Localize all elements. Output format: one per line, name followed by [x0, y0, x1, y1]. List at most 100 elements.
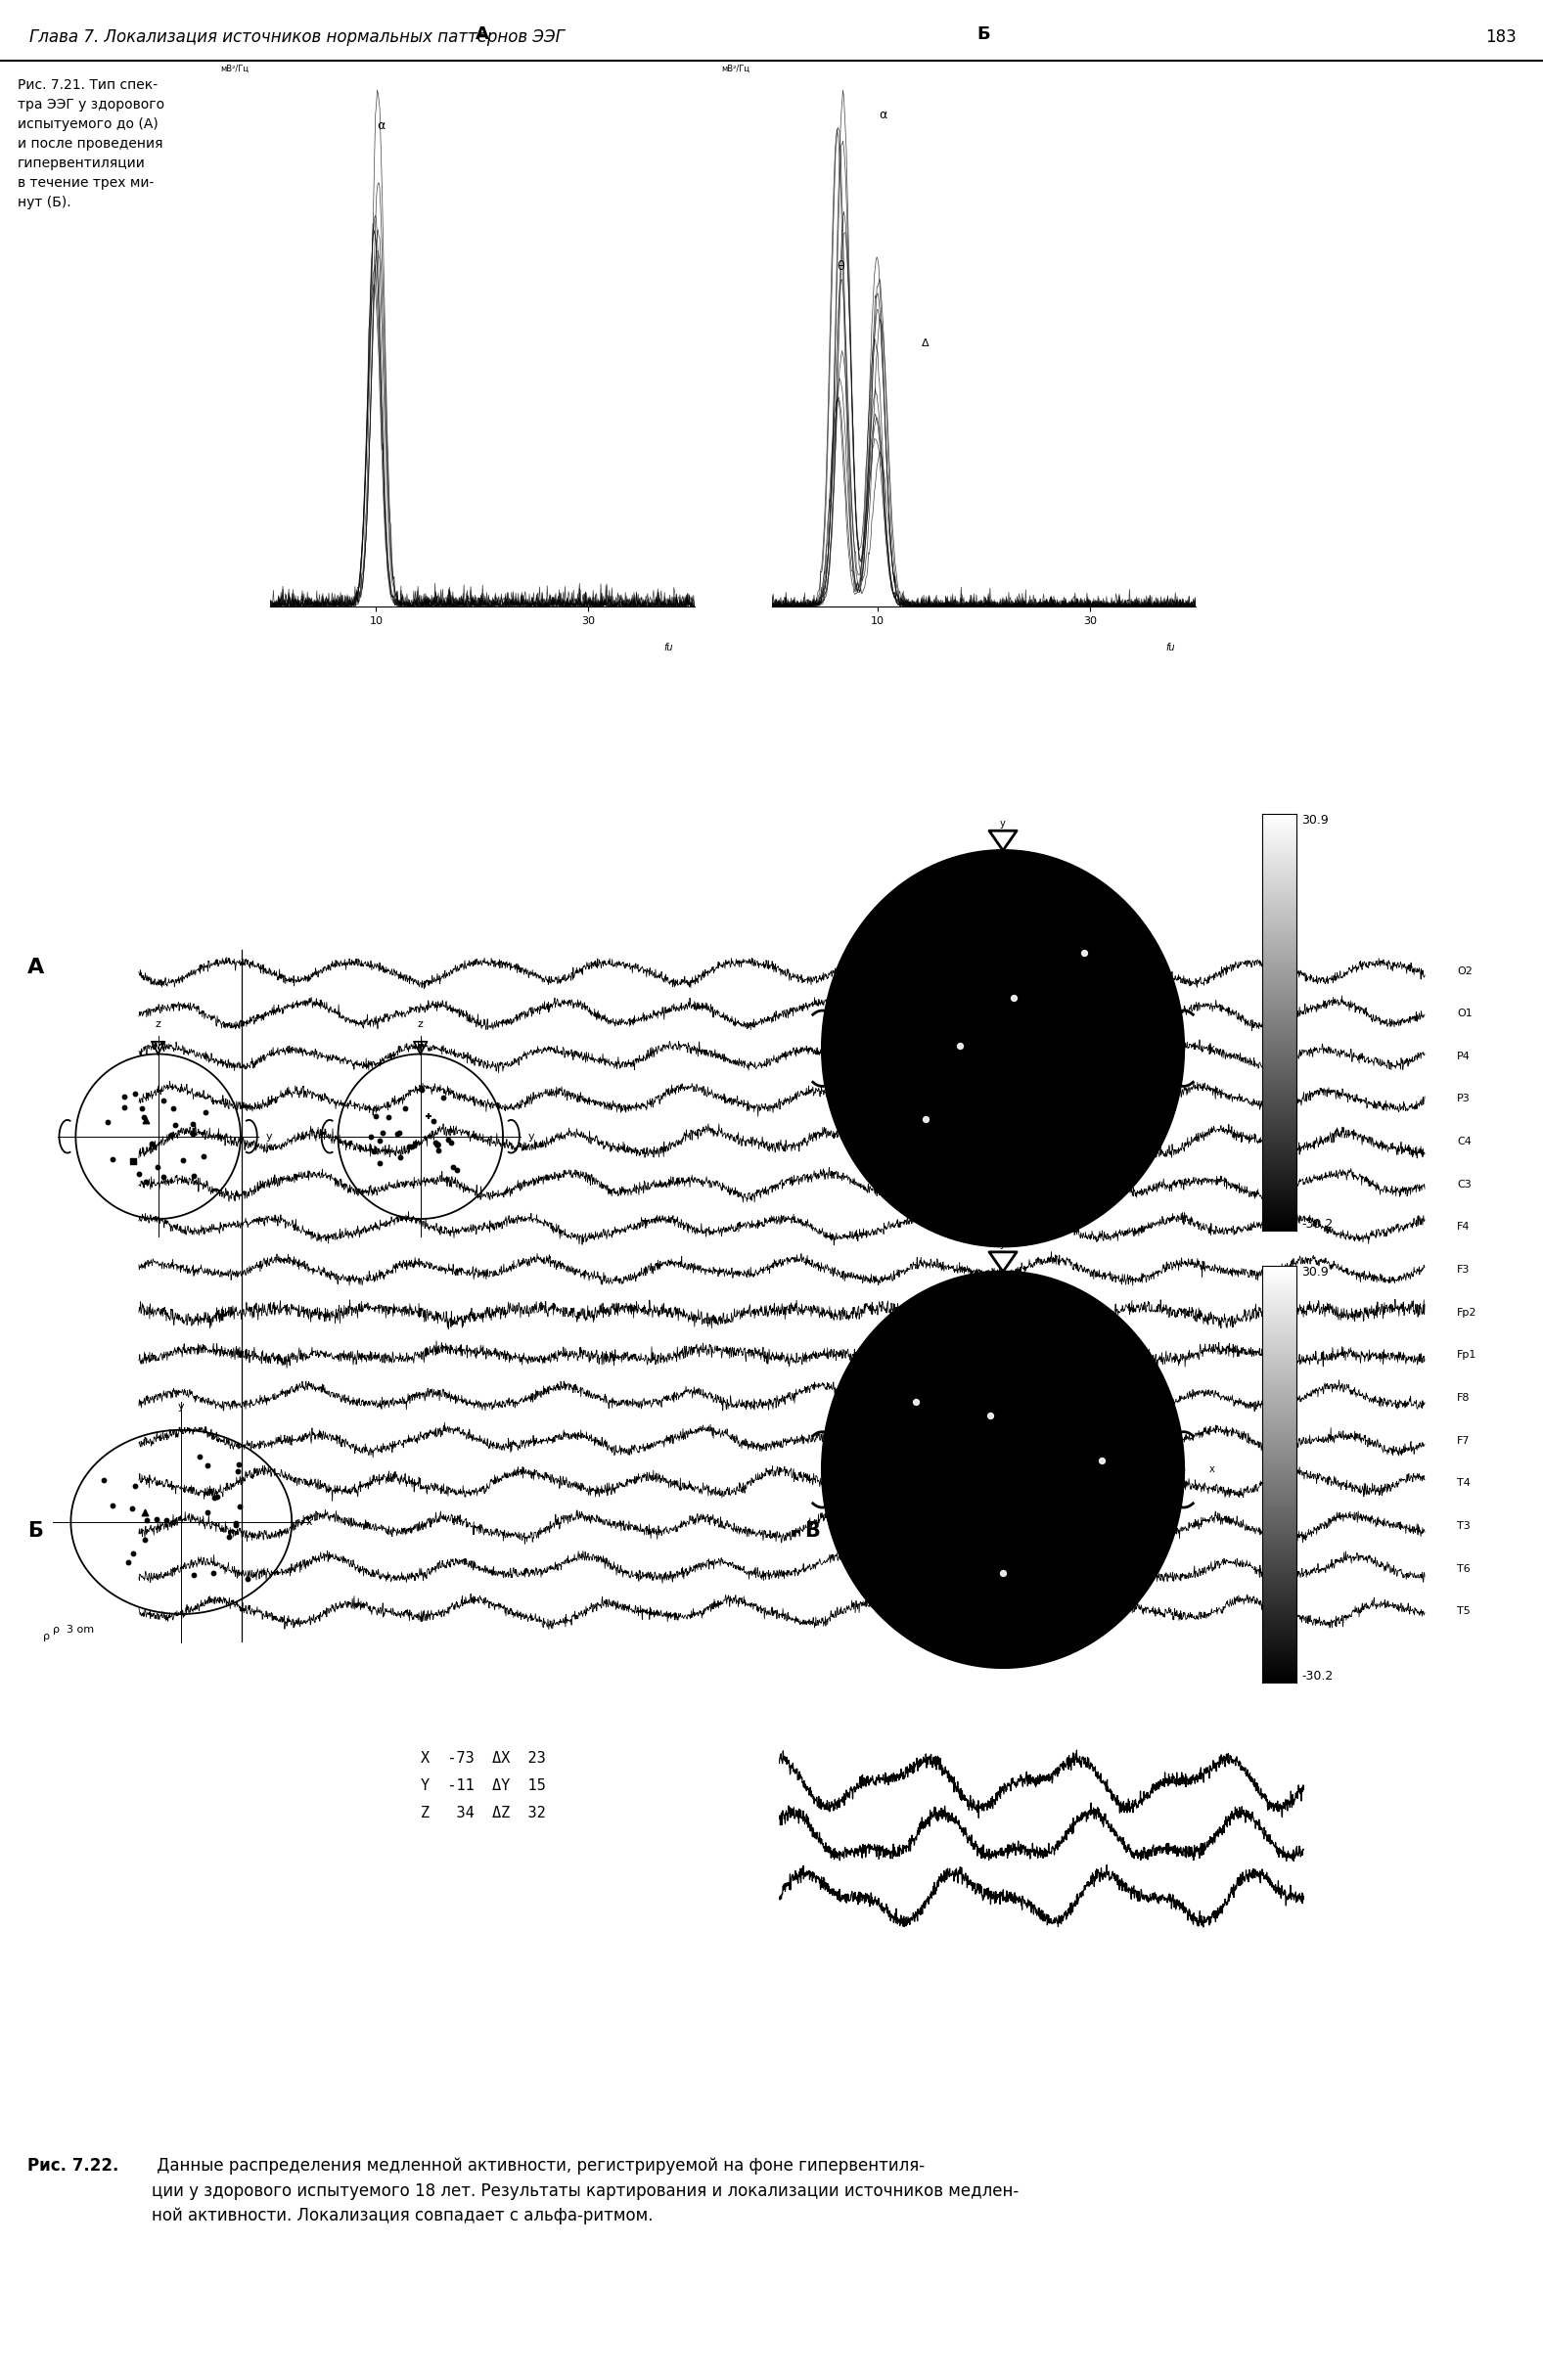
- Point: [435, 1121, 460, 1159]
- Point: [205, 1478, 230, 1516]
- Text: F3: F3: [1457, 1264, 1470, 1276]
- Point: [134, 1502, 159, 1540]
- Point: [430, 1078, 455, 1116]
- Text: y: y: [177, 1402, 185, 1411]
- Text: T3: T3: [1457, 1521, 1470, 1530]
- Point: [978, 1397, 1003, 1435]
- Point: [91, 1461, 116, 1499]
- Text: Рис. 7.22.: Рис. 7.22.: [28, 2156, 119, 2175]
- Point: [120, 1490, 145, 1528]
- Text: ρ: ρ: [43, 1633, 49, 1642]
- Text: T6: T6: [1457, 1564, 1470, 1573]
- Point: [193, 1092, 218, 1130]
- Point: [224, 1507, 248, 1545]
- Point: [139, 1126, 164, 1164]
- Point: [444, 1152, 469, 1190]
- Point: [196, 1447, 221, 1485]
- Text: T5: T5: [1457, 1606, 1470, 1616]
- Text: C4: C4: [1457, 1138, 1472, 1147]
- Text: z: z: [418, 1019, 423, 1028]
- Point: [131, 1097, 156, 1135]
- Point: [123, 1466, 148, 1504]
- Text: X  -73  ΔX  23
Y  -11  ΔY  15
Z   34  ΔZ  32: X -73 ΔX 23 Y -11 ΔY 15 Z 34 ΔZ 32: [421, 1752, 546, 1821]
- Point: [426, 1130, 451, 1169]
- Text: 30.9: 30.9: [1301, 1266, 1329, 1278]
- Polygon shape: [822, 850, 1183, 1247]
- Text: P4: P4: [1457, 1052, 1470, 1061]
- Point: [130, 1090, 154, 1128]
- Point: [120, 1535, 145, 1573]
- Text: F7: F7: [1457, 1435, 1470, 1445]
- Text: Глава 7. Локализация источников нормальных паттернов ЭЭГ: Глава 7. Локализация источников нормальн…: [29, 29, 565, 45]
- Point: [400, 1128, 424, 1166]
- Point: [201, 1554, 225, 1592]
- Text: x: x: [1210, 1464, 1214, 1476]
- Point: [182, 1157, 207, 1195]
- Text: Данные распределения медленной активности, регистрируемой на фоне гипервентиля-
: Данные распределения медленной активност…: [151, 2156, 1018, 2225]
- Point: [171, 1140, 196, 1178]
- Point: [235, 1559, 259, 1597]
- Text: x: x: [1210, 1042, 1214, 1054]
- Text: θ: θ: [836, 262, 844, 274]
- Point: [947, 1026, 972, 1064]
- Text: T4: T4: [1457, 1478, 1470, 1488]
- Text: fu: fu: [663, 643, 673, 652]
- Text: Б: Б: [977, 24, 991, 43]
- Point: [160, 1504, 185, 1542]
- Point: [417, 1097, 441, 1135]
- Text: Б: Б: [28, 1521, 43, 1540]
- Point: [145, 1499, 170, 1537]
- Point: [133, 1521, 157, 1559]
- Text: ρ  3 om: ρ 3 om: [52, 1626, 94, 1635]
- Point: [227, 1488, 252, 1526]
- Text: Fp2: Fp2: [1457, 1307, 1477, 1319]
- Point: [116, 1545, 140, 1583]
- Point: [225, 1452, 250, 1490]
- Point: [133, 1495, 157, 1533]
- Text: fu: fu: [1165, 643, 1174, 652]
- Point: [384, 1114, 409, 1152]
- Text: y: y: [528, 1130, 534, 1142]
- Point: [991, 1554, 1015, 1592]
- Point: [440, 1147, 464, 1185]
- Text: x: x: [306, 1516, 312, 1528]
- Point: [438, 1123, 463, 1161]
- Point: [160, 1090, 185, 1128]
- Point: [361, 1133, 386, 1171]
- Point: [182, 1557, 207, 1595]
- Point: [424, 1126, 449, 1164]
- Point: [113, 1078, 137, 1116]
- Point: [913, 1100, 938, 1138]
- Point: [358, 1119, 383, 1157]
- Text: -30.2: -30.2: [1301, 1671, 1333, 1683]
- Point: [370, 1114, 395, 1152]
- Text: А: А: [28, 959, 45, 978]
- Point: [145, 1147, 170, 1185]
- Point: [367, 1145, 392, 1183]
- Text: А: А: [475, 24, 489, 43]
- Point: [123, 1073, 148, 1111]
- Point: [159, 1116, 184, 1154]
- Point: [191, 1138, 216, 1176]
- Point: [903, 1383, 927, 1421]
- Point: [151, 1081, 176, 1119]
- Text: α: α: [880, 109, 887, 121]
- Point: [96, 1104, 120, 1142]
- Point: [1001, 978, 1026, 1016]
- Point: [100, 1488, 125, 1526]
- Point: [181, 1114, 205, 1152]
- Text: O1: O1: [1457, 1009, 1472, 1019]
- Text: В: В: [804, 1521, 819, 1540]
- Point: [409, 1071, 434, 1109]
- Point: [423, 1123, 447, 1161]
- Text: 183: 183: [1486, 29, 1517, 45]
- Point: [120, 1142, 145, 1180]
- Point: [1089, 1442, 1114, 1480]
- Polygon shape: [822, 1271, 1183, 1668]
- Point: [134, 1164, 159, 1202]
- Point: [127, 1154, 151, 1192]
- Text: 30.9: 30.9: [1301, 814, 1329, 826]
- Text: α: α: [378, 119, 386, 133]
- Point: [227, 1445, 252, 1483]
- Text: мВ²/Гц: мВ²/Гц: [722, 64, 750, 74]
